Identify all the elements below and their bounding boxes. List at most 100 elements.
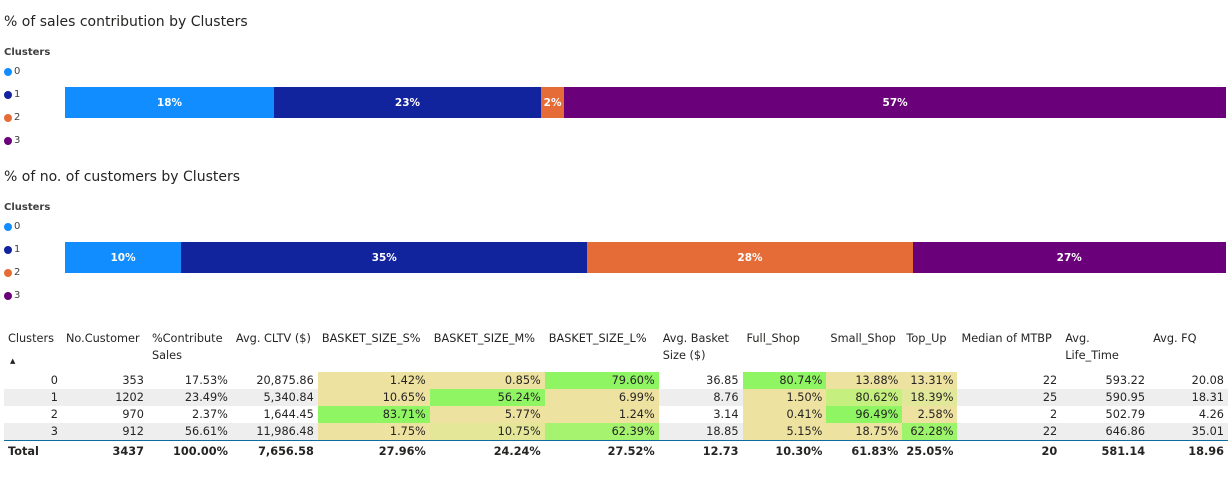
table-cell: 1,644.45 [263, 408, 314, 421]
column-header-label: BASKET_SIZE_S% [321, 332, 421, 345]
legend-item-0[interactable]: 0 [4, 221, 20, 232]
table-cell: 18.31 [1149, 389, 1228, 406]
column-header-label: Small_Shop [830, 332, 896, 345]
bar-segment-cluster-2[interactable]: 28% [587, 242, 913, 273]
column-header[interactable]: Median of MTBP [957, 328, 1061, 372]
column-header-label: Avg. Life_Time [1065, 332, 1119, 362]
bar-segment-cluster-1[interactable]: 23% [273, 87, 541, 118]
table-cell: 18.39% [902, 389, 958, 406]
total-cell: 100.00% [147, 440, 232, 463]
table-cell: 1202 [61, 389, 148, 406]
column-header-label: BASKET_SIZE_L% [548, 332, 647, 345]
legend-label: 0 [14, 221, 21, 232]
table-cell: 22 [957, 423, 1062, 441]
total-cell: Total [4, 440, 62, 463]
sales-stacked-bar: 18% 23% 2% 57% [65, 87, 1226, 118]
column-header[interactable]: BASKET_SIZE_M% [430, 328, 545, 372]
table-cell: 83.71% [317, 406, 430, 423]
table-cell: 10.75% [429, 423, 545, 441]
table-cell: 4.26 [1198, 408, 1224, 421]
segment-data-label: 2% [543, 96, 562, 109]
table-cell: 5.15% [742, 423, 827, 441]
legend-item-2[interactable]: 2 [4, 267, 20, 278]
sort-ascending-icon[interactable]: ▲ [10, 357, 16, 365]
table-cell: 353 [122, 374, 144, 387]
table-cell: 11,986.48 [231, 423, 318, 441]
segment-data-label: 18% [156, 96, 183, 109]
table-cell: 20.08 [1191, 374, 1224, 387]
column-header[interactable]: Avg. FQ [1149, 328, 1228, 372]
customers-stacked-bar: 10% 35% 28% 27% [65, 242, 1226, 273]
legend-item-2[interactable]: 2 [4, 112, 20, 123]
column-header[interactable]: Avg. CLTV ($) [232, 328, 318, 372]
legend-item-3[interactable]: 3 [4, 290, 20, 301]
legend-dot-icon [4, 136, 12, 145]
column-header[interactable]: No.Customer [62, 328, 148, 372]
table-cell: 1.50% [742, 389, 827, 406]
legend-item-1[interactable]: 1 [4, 89, 20, 100]
bar-segment-cluster-0[interactable]: 18% [65, 87, 274, 118]
table-cell: 1.75% [317, 423, 430, 441]
legend-dot-icon [4, 245, 12, 254]
table-cell: 2.58% [902, 406, 958, 423]
table-cell: 62.39% [544, 423, 659, 441]
legend-dot-icon [4, 291, 12, 300]
bar-segment-cluster-2[interactable]: 2% [540, 87, 565, 118]
table-cell: 3 [4, 423, 62, 441]
total-cell: 10.30% [742, 440, 827, 463]
table-cell: 17.53% [184, 374, 228, 387]
table-cell: 0 [50, 374, 58, 387]
legend-label: 2 [14, 267, 21, 278]
column-header[interactable]: Avg. Life_Time [1061, 328, 1149, 372]
segment-data-label: 27% [1056, 251, 1082, 264]
bar-segment-cluster-1[interactable]: 35% [181, 242, 588, 273]
legend-item-0[interactable]: 0 [4, 66, 20, 77]
table-cell: 5.77% [429, 406, 545, 423]
legend-label: 3 [14, 135, 21, 146]
bar-segment-cluster-0[interactable]: 10% [65, 242, 182, 273]
total-cell: 61.83% [826, 440, 903, 463]
column-header-label: Clusters [8, 332, 54, 345]
segment-data-label: 28% [737, 251, 763, 264]
table-cell: 79.60% [544, 372, 659, 389]
column-header-label: Top_Up [906, 332, 947, 345]
table-cell: 1.24% [544, 406, 659, 423]
legend-label: 2 [14, 112, 21, 123]
table-cell: 56.61% [147, 423, 232, 441]
column-header[interactable]: Full_Shop [743, 328, 827, 372]
bar-segment-cluster-3[interactable]: 27% [912, 242, 1226, 273]
total-cell: 25.05% [902, 440, 958, 463]
table-cell: 2 [1050, 408, 1058, 421]
legend-label: 3 [14, 290, 21, 301]
table-cell: 590.95 [1061, 389, 1150, 406]
total-cell: 27.96% [317, 440, 430, 463]
column-header[interactable]: Top_Up [902, 328, 957, 372]
table-cell: 0.85% [429, 372, 545, 389]
column-header-label: Avg. Basket Size ($) [662, 332, 729, 362]
table-row: 1 1202 23.49% 5,340.84 10.65% 56.24% 6.99% 8.76… [4, 389, 1228, 406]
total-cell: 27.52% [544, 440, 659, 463]
column-header[interactable]: BASKET_SIZE_S% [318, 328, 430, 372]
column-header[interactable]: Small_Shop [826, 328, 902, 372]
legend-item-1[interactable]: 1 [4, 244, 20, 255]
table-cell: 2 [50, 408, 58, 421]
column-header[interactable]: BASKET_SIZE_L% [545, 328, 659, 372]
sales-legend-title: Clusters [4, 47, 51, 58]
table-cell: 23.49% [147, 389, 232, 406]
column-header[interactable]: Clusters ▲ [4, 328, 62, 372]
table-cell: 56.24% [429, 389, 545, 406]
bar-segment-cluster-3[interactable]: 57% [564, 87, 1226, 118]
segment-data-label: 10% [110, 251, 136, 264]
legend-dot-icon [4, 90, 12, 99]
table-cell: 18.85 [658, 423, 743, 441]
table-cell: 2.37% [192, 408, 228, 421]
table-cell: 8.76 [658, 389, 743, 406]
table-cell: 1 [4, 389, 62, 406]
segment-data-label: 35% [371, 251, 397, 264]
column-header[interactable]: Avg. Basket Size ($) [659, 328, 743, 372]
legend-label: 1 [14, 89, 21, 100]
column-header[interactable]: %Contribute Sales [148, 328, 232, 372]
table-cell: 36.85 [706, 374, 739, 387]
legend-item-3[interactable]: 3 [4, 135, 20, 146]
table-total-row: Total 3437 100.00% 7,656.58 27.96% 24.24% 27.5… [4, 440, 1228, 463]
